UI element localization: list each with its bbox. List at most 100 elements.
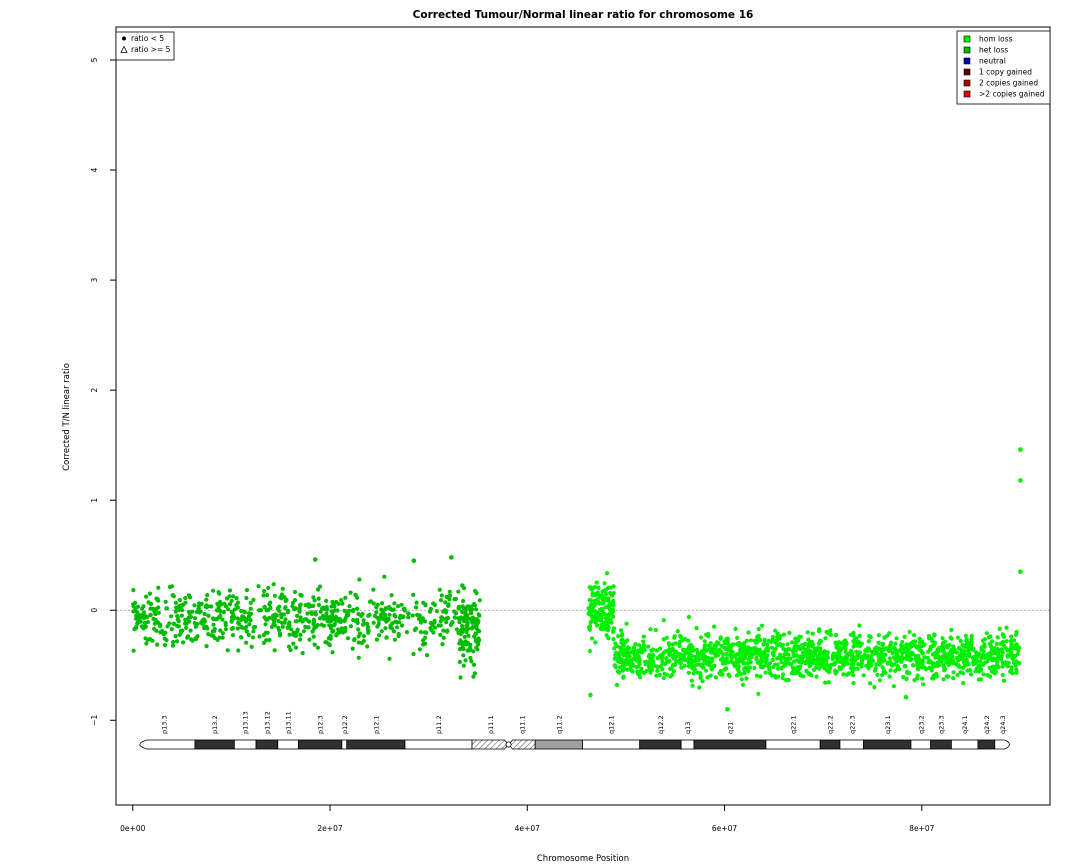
data-point [161, 632, 166, 637]
ideogram-band [582, 739, 641, 750]
data-point [402, 606, 407, 611]
data-point [1009, 634, 1014, 639]
data-point [677, 639, 683, 644]
data-point [907, 629, 912, 634]
data-point [371, 587, 376, 592]
plot-area [116, 447, 1050, 712]
data-point [298, 632, 303, 638]
data-point [758, 658, 763, 663]
data-point [248, 618, 253, 623]
data-point [687, 653, 692, 658]
data-point [418, 630, 424, 635]
data-point [701, 652, 706, 657]
data-point [227, 602, 232, 607]
data-point [960, 642, 965, 648]
data-point [818, 638, 823, 643]
data-point [963, 643, 968, 648]
data-point [868, 663, 874, 668]
data-point [293, 645, 299, 650]
data-point [411, 592, 416, 598]
data-point [311, 595, 316, 600]
data-point [851, 681, 856, 686]
data-point [952, 647, 957, 652]
data-point [474, 622, 479, 627]
data-point [211, 588, 216, 593]
data-point [857, 633, 862, 638]
data-point [642, 648, 647, 653]
data-point [927, 636, 932, 641]
data-point [219, 602, 224, 607]
data-point [293, 633, 299, 639]
data-point [471, 662, 477, 667]
data-point [805, 657, 810, 662]
data-point [790, 665, 796, 670]
data-point [880, 647, 886, 652]
data-point [321, 623, 327, 628]
ideogram-band [930, 739, 952, 750]
data-point [744, 638, 749, 643]
data-point [898, 647, 903, 652]
data-point [904, 676, 909, 682]
data-point [332, 608, 338, 613]
data-point [457, 620, 462, 625]
data-point [466, 633, 471, 638]
data-point [852, 666, 857, 671]
data-point [741, 641, 747, 646]
data-point [183, 617, 188, 623]
data-point [467, 606, 472, 611]
data-point [461, 598, 466, 604]
data-point [234, 596, 239, 601]
data-point [855, 666, 860, 672]
data-point [754, 655, 759, 660]
data-point [444, 616, 449, 621]
data-point [682, 647, 687, 653]
data-point [966, 646, 971, 651]
centromere [505, 741, 512, 748]
data-point [430, 622, 435, 627]
data-point [706, 662, 711, 667]
data-point [131, 588, 136, 593]
data-point [468, 655, 473, 661]
ideogram-band [534, 739, 583, 750]
data-point [361, 634, 366, 639]
data-point [456, 589, 461, 594]
data-point [987, 665, 992, 671]
data-point [205, 626, 210, 631]
data-point [175, 615, 180, 620]
data-point [720, 672, 725, 677]
data-point [876, 633, 882, 638]
data-point [587, 609, 592, 614]
data-point [290, 604, 295, 609]
data-point [843, 654, 848, 659]
data-point [821, 660, 826, 665]
data-point [622, 660, 627, 665]
data-point [332, 621, 337, 627]
data-point [285, 610, 290, 615]
data-point [189, 637, 194, 642]
data-point [306, 625, 311, 630]
data-point [147, 637, 152, 642]
data-point [630, 648, 635, 654]
data-point [671, 669, 677, 674]
data-point [838, 667, 843, 672]
data-point [826, 680, 831, 685]
data-point [295, 613, 300, 618]
data-point [673, 662, 678, 668]
data-point [397, 615, 402, 621]
data-point [722, 639, 727, 644]
data-point [636, 654, 641, 659]
data-point [837, 659, 843, 664]
ideogram-band-label: q22.1 [790, 715, 798, 734]
data-point [452, 609, 457, 614]
data-point [711, 647, 716, 653]
data-point [598, 607, 603, 612]
data-point [686, 638, 691, 643]
data-point [290, 600, 295, 606]
data-point [171, 594, 176, 599]
data-point [164, 606, 170, 611]
data-point [641, 639, 646, 644]
data-point [202, 619, 207, 624]
data-point [752, 638, 757, 643]
data-point [745, 650, 750, 655]
data-point [660, 659, 665, 665]
